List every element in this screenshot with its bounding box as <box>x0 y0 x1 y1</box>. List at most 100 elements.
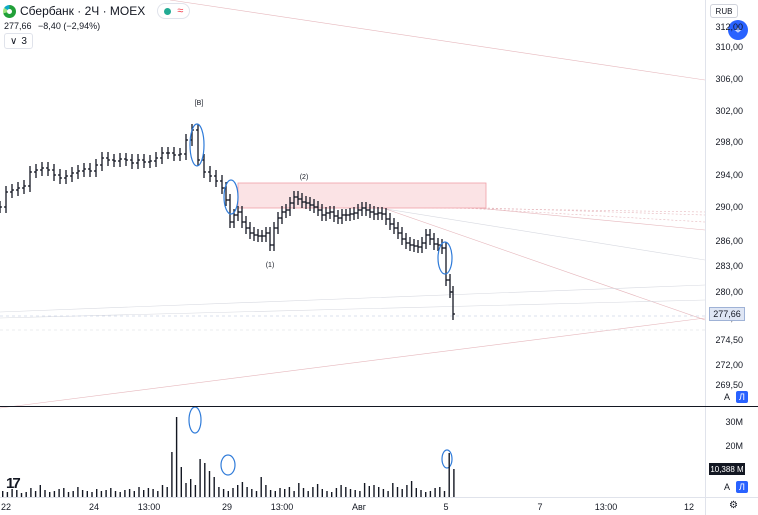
symbol-title[interactable]: Сбербанк · 2Ч · MOEX <box>20 4 146 18</box>
time-tick: Авг <box>351 502 367 512</box>
price-bars <box>0 124 455 320</box>
volume-bar <box>91 492 93 497</box>
time-tick: 13:00 <box>137 502 161 512</box>
market-status-pill[interactable]: ≈ <box>157 3 191 19</box>
volume-bar <box>237 485 239 497</box>
volume-bar <box>157 491 159 497</box>
currency-button[interactable]: RUB <box>710 4 738 18</box>
volume-bar <box>232 488 234 497</box>
wave-label-2: (2) <box>300 174 309 181</box>
volume-bar <box>354 490 356 497</box>
volume-bar <box>161 485 164 497</box>
volume-bar <box>269 490 272 497</box>
time-tick: 13:00 <box>594 502 618 512</box>
volume-bar <box>194 485 197 497</box>
time-tick: 7 <box>537 502 543 512</box>
last-price-tag: 277,66 <box>709 307 745 321</box>
price-tick: 269,50 <box>715 380 743 390</box>
volume-bar <box>298 483 300 497</box>
volume-bar <box>208 471 211 497</box>
volume-bar <box>410 481 413 497</box>
volume-bar <box>373 485 375 497</box>
volume-bar <box>321 489 323 497</box>
volume-bar <box>180 467 182 497</box>
volume-bar <box>274 491 276 497</box>
price-tick: 310,00 <box>715 42 743 52</box>
price-tick: 302,00 <box>715 106 743 116</box>
wave-labels: [B] (2) (1) <box>195 100 309 269</box>
volume-bar <box>288 487 291 497</box>
price-axis[interactable]: RUB ⌖ 312,00 310,00 306,00 302,00 298,00… <box>705 0 758 406</box>
auto-scale-button[interactable]: A <box>723 392 730 402</box>
volume-bar <box>72 491 74 497</box>
indicators-toggle-button[interactable]: ∨ 3 <box>4 33 33 49</box>
crosshair-settings-icon[interactable]: ⌖ <box>728 20 748 40</box>
price-tick: 286,00 <box>715 236 743 246</box>
price-tick: 312,00 <box>715 22 743 32</box>
volume-bar <box>77 487 79 497</box>
volume-bar <box>453 469 455 497</box>
volume-bar <box>44 490 46 497</box>
price-tick: 280,00 <box>715 287 743 297</box>
last-volume-tag: 10,388 M <box>709 463 745 475</box>
time-tick: 24 <box>88 502 100 512</box>
volume-bar <box>30 488 32 497</box>
volume-bar <box>293 491 295 497</box>
volume-bar <box>349 489 352 497</box>
volume-bar <box>260 477 262 497</box>
time-axis[interactable]: 22 24 13:00 29 13:00 Авг 5 7 13:00 12 <box>0 497 705 515</box>
price-change: −8,40 (−2,94%) <box>38 21 101 31</box>
volume-circle-2 <box>220 454 236 476</box>
price-circle-1 <box>189 123 205 167</box>
volume-bar <box>392 483 394 497</box>
volume-bar <box>335 488 338 497</box>
volume-bar <box>49 492 51 497</box>
volume-bar <box>368 486 370 497</box>
volume-bar <box>124 490 126 497</box>
volume-bar <box>152 489 154 497</box>
volume-log-button[interactable]: Л <box>736 481 748 493</box>
volume-bar <box>2 491 4 497</box>
volume-bar <box>199 459 201 497</box>
volume-bar <box>246 487 248 497</box>
volume-bar <box>340 485 342 497</box>
pane-divider[interactable] <box>0 406 758 407</box>
volume-bar <box>307 491 309 497</box>
volume-bar <box>105 490 107 497</box>
volume-bar <box>67 492 70 497</box>
volume-bar <box>443 491 446 497</box>
volume-bar <box>6 492 9 497</box>
time-tick: 13:00 <box>270 502 294 512</box>
volume-bar <box>425 492 427 497</box>
volume-axis[interactable]: 30M 20M 10,388 M A Л <box>705 407 758 497</box>
price-tick: 294,00 <box>715 170 743 180</box>
volume-bar <box>166 487 168 497</box>
price-row: 277,66 −8,40 (−2,94%) <box>4 21 100 31</box>
sber-logo-icon <box>3 4 16 18</box>
volume-bar <box>382 489 385 497</box>
volume-bar <box>133 491 135 497</box>
settings-icon[interactable]: ⚙ <box>729 500 738 511</box>
volume-bar <box>227 491 229 497</box>
volume-bar <box>128 489 131 497</box>
volume-bar <box>279 488 281 497</box>
volume-bar <box>213 477 215 497</box>
price-tick: 306,00 <box>715 74 743 84</box>
volume-bar <box>147 488 150 497</box>
volume-bar <box>420 490 422 497</box>
tradingview-logo[interactable]: 17 <box>6 475 21 492</box>
volume-bar <box>406 485 408 497</box>
log-scale-button[interactable]: Л <box>736 391 748 403</box>
volume-auto-button[interactable]: A <box>723 482 730 492</box>
volume-bar <box>25 492 27 497</box>
volume-bar <box>434 488 436 497</box>
volume-bar <box>331 492 333 497</box>
price-chart[interactable]: [B] (2) (1) <box>0 0 705 497</box>
volume-bar <box>312 487 314 497</box>
volume-bar <box>448 453 450 497</box>
symbol-row[interactable]: Сбербанк · 2Ч · MOEX ≈ <box>3 3 191 19</box>
volume-bar <box>185 483 187 497</box>
volume-bar <box>58 489 60 497</box>
volume-bar <box>175 417 178 497</box>
volume-bar <box>378 487 380 497</box>
